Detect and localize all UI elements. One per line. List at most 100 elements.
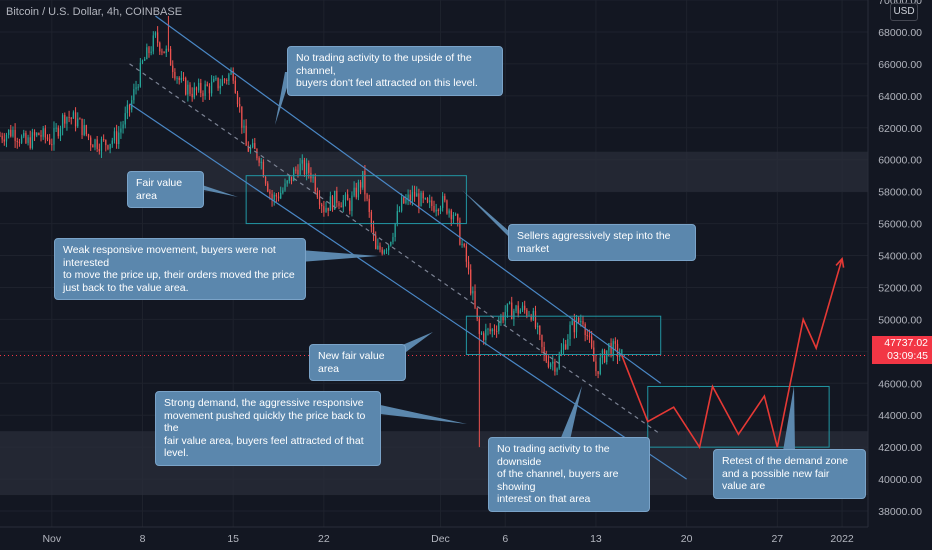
candle-body	[573, 320, 575, 333]
candle-body	[418, 193, 420, 207]
candle-body	[392, 237, 394, 243]
candle-body	[81, 118, 83, 136]
candle-body	[10, 129, 12, 137]
candle-body	[474, 291, 476, 308]
candle-body	[243, 125, 245, 128]
candle-body	[96, 139, 98, 149]
callout-no-downside[interactable]: No trading activity to the downside of t…	[488, 437, 650, 512]
candle-body	[236, 93, 239, 105]
candle-body	[582, 320, 584, 325]
candle-body	[273, 194, 275, 201]
candle-body	[42, 128, 44, 137]
candle-body	[323, 206, 325, 213]
callout-pointer	[462, 190, 510, 238]
candle-body	[383, 250, 385, 254]
candle-body	[334, 190, 336, 210]
candle-body	[161, 51, 163, 53]
candle-body	[254, 143, 256, 150]
candle-body	[331, 196, 334, 210]
candle-body	[526, 309, 528, 316]
candle-body	[159, 42, 161, 52]
candle-body	[64, 115, 66, 124]
candle-body	[489, 328, 491, 332]
candle-body	[435, 209, 437, 212]
candle-body	[346, 194, 349, 201]
candle-body	[0, 135, 1, 137]
candle-body	[94, 139, 96, 148]
candle-body	[359, 182, 362, 188]
candle-body	[299, 163, 301, 175]
candle-body	[407, 194, 409, 199]
callout-fair-value[interactable]: Fair value area	[127, 171, 204, 208]
candle-body	[12, 129, 14, 137]
candle-body	[156, 32, 159, 43]
candle-body	[586, 335, 588, 337]
candle-body	[351, 195, 353, 211]
candle-body	[148, 47, 150, 54]
candle-body	[342, 200, 344, 208]
candle-body	[126, 104, 129, 114]
candle-body	[20, 136, 23, 143]
candle-body	[40, 135, 42, 137]
rectangle-demand-retest	[647, 385, 830, 448]
callout-pointer	[300, 250, 378, 262]
candle-body	[18, 141, 21, 143]
candle-body	[381, 249, 383, 254]
callout-pointer	[783, 386, 795, 451]
candle-body	[552, 361, 554, 364]
candle-body	[53, 128, 55, 145]
candle-body	[606, 350, 608, 363]
rectangle-fair-value-area	[245, 175, 467, 225]
y-tick-label: 46000.00	[878, 378, 922, 390]
callout-no-upside[interactable]: No trading activity to the upside of the…	[287, 46, 503, 96]
candle-body	[491, 329, 493, 332]
candle-body	[370, 212, 373, 227]
callout-retest[interactable]: Retest of the demand zone and a possible…	[713, 449, 866, 499]
candle-body	[109, 143, 111, 149]
currency-label[interactable]: USD	[890, 3, 918, 21]
candle-body	[452, 214, 455, 220]
candle-body	[297, 169, 299, 175]
candle-body	[327, 207, 329, 211]
candle-body	[122, 124, 124, 129]
y-tick-label: 52000.00	[878, 282, 922, 294]
candle-body	[23, 133, 25, 137]
forecast-path	[621, 258, 843, 450]
candle-body	[558, 355, 560, 369]
candle-body	[107, 145, 109, 149]
candle-body	[150, 51, 152, 54]
candle-body	[463, 244, 465, 247]
candle-body	[135, 87, 137, 90]
candle-body	[519, 310, 522, 314]
y-tick-label: 58000.00	[878, 187, 922, 199]
candle-body	[189, 84, 191, 94]
candle-body	[167, 48, 170, 50]
candle-body	[139, 62, 141, 87]
callout-strong-demand[interactable]: Strong demand, the aggressive responsive…	[155, 391, 381, 466]
candle-body	[1, 135, 3, 140]
callout-leaders	[199, 72, 795, 451]
y-tick-label: 40000.00	[878, 474, 922, 486]
candle-body	[111, 140, 113, 144]
candle-body	[169, 48, 172, 66]
candle-body	[269, 191, 271, 194]
callout-new-fair-value[interactable]: New fair value area	[309, 344, 406, 381]
candle-body	[318, 197, 321, 205]
candle-body	[230, 70, 232, 75]
y-tick-label: 56000.00	[878, 219, 922, 231]
candle-body	[562, 344, 565, 350]
candle-body	[182, 77, 185, 79]
y-tick-label: 62000.00	[878, 123, 922, 135]
channel-line-middle	[129, 63, 662, 435]
candle-body	[284, 183, 286, 191]
candle-body	[226, 79, 228, 81]
callout-weak-movement[interactable]: Weak responsive movement, buyers were no…	[54, 238, 306, 300]
time-axis-panel	[0, 527, 868, 550]
candle-body	[584, 324, 586, 336]
candle-body	[115, 131, 118, 145]
candle-body	[152, 35, 154, 52]
candle-body	[355, 187, 357, 198]
candle-body	[461, 244, 463, 246]
candle-body	[457, 214, 459, 221]
callout-sellers[interactable]: Sellers aggressively step into the marke…	[508, 224, 696, 261]
